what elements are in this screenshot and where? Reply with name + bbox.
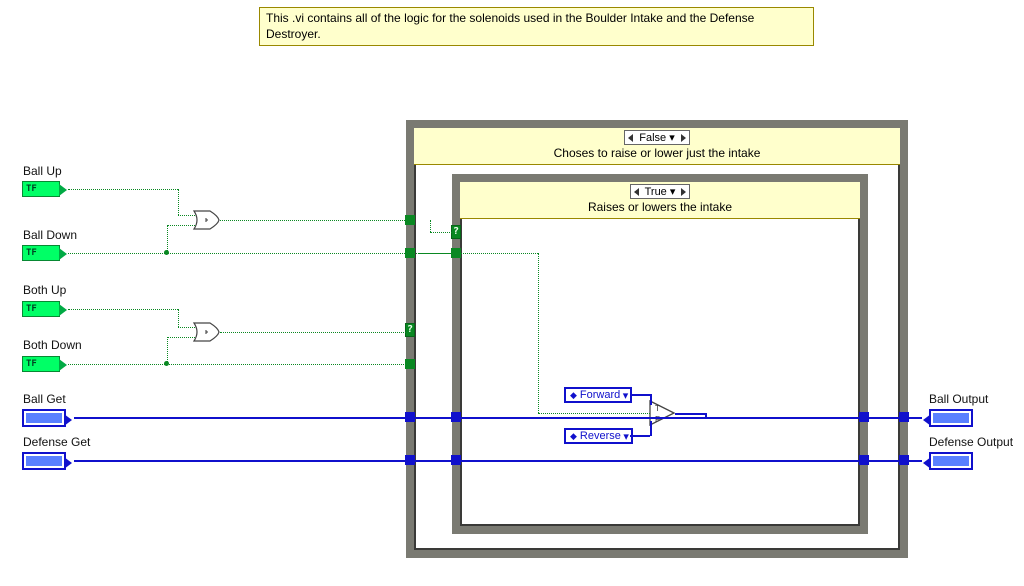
inner-case-header: True ▾ Raises or lowers the intake — [460, 182, 860, 219]
wire-select-out-v — [705, 413, 707, 418]
wire-ball-down-inner — [418, 253, 538, 254]
forward-enum-constant[interactable]: Forward — [564, 387, 632, 403]
ball-get-label: Ball Get — [23, 392, 66, 406]
wire-ball-down-to-select-v — [538, 253, 539, 413]
wire-ball-down-to-select-h — [538, 413, 650, 414]
wire-reverse-to-select — [630, 435, 650, 437]
description-text: This .vi contains all of the logic for t… — [266, 11, 754, 41]
wire-or-both-out-h — [220, 332, 406, 333]
ball-down-terminal — [22, 245, 60, 261]
both-down-label: Both Down — [23, 338, 82, 352]
wire-select-out — [675, 413, 705, 415]
outer-case-subtitle: Choses to raise or lower just the intake — [554, 146, 761, 160]
wire-or-ball-out-h — [220, 220, 409, 221]
ball-output-label: Ball Output — [929, 392, 988, 406]
wire-defense-enum — [74, 460, 922, 462]
description-comment: This .vi contains all of the logic for t… — [259, 7, 814, 46]
tunnel-outer-or1 — [405, 215, 415, 225]
tunnel-outer-ball-r — [899, 412, 909, 422]
tunnel-outer-def-l — [405, 455, 415, 465]
ball-get-terminal — [22, 409, 66, 427]
tunnel-inner-bd — [451, 248, 461, 258]
wire-reverse-v — [650, 421, 652, 436]
wire-ball-down-to-case — [167, 253, 459, 254]
wire-ball-up-h2 — [178, 215, 195, 216]
wire-or-ball-inner-h — [430, 232, 452, 233]
wire-both-down-to-case — [167, 364, 408, 365]
wire-ball-up-h — [68, 189, 178, 190]
wire-both-up-v — [178, 309, 179, 327]
defense-get-terminal — [22, 452, 66, 470]
wire-both-down-h — [68, 364, 167, 365]
ball-up-label: Ball Up — [23, 164, 62, 178]
tunnel-inner-ball-l — [451, 412, 461, 422]
defense-get-label: Defense Get — [23, 435, 90, 449]
inner-case-conditional-terminal: ? — [451, 225, 461, 239]
tunnel-outer-def-r — [899, 455, 909, 465]
wire-forward-to-select — [630, 394, 650, 396]
or-gate-both — [192, 322, 220, 342]
tunnel-outer-bd — [405, 248, 415, 258]
wire-both-up-h2 — [178, 327, 195, 328]
select-function: TF — [649, 400, 675, 426]
wire-or-ball-inner-v — [430, 220, 431, 232]
svg-text:T: T — [655, 404, 660, 413]
defense-output-label: Defense Output — [929, 435, 1013, 449]
reverse-enum-constant[interactable]: Reverse — [564, 428, 633, 444]
tunnel-inner-ball-r — [859, 412, 869, 422]
outer-case-conditional-terminal: ? — [405, 323, 415, 337]
wire-ball-down-h2 — [167, 225, 195, 226]
wire-both-down-v — [167, 337, 168, 364]
tunnel-outer-bothdown — [405, 359, 415, 369]
inner-case-selector[interactable]: True ▾ — [630, 184, 691, 199]
wire-ball-down-h — [68, 253, 167, 254]
inner-case-subtitle: Raises or lowers the intake — [588, 200, 732, 214]
inner-case-structure: True ▾ Raises or lowers the intake — [452, 174, 868, 534]
both-up-label: Both Up — [23, 283, 66, 297]
outer-case-selector[interactable]: False ▾ — [624, 130, 689, 145]
tunnel-inner-def-l — [451, 455, 461, 465]
outer-case-header: False ▾ Choses to raise or lower just th… — [414, 128, 900, 165]
wire-both-up-h — [68, 309, 178, 310]
wire-ball-down-v — [167, 225, 168, 253]
ball-up-terminal — [22, 181, 60, 197]
defense-output-terminal — [929, 452, 973, 470]
ball-down-label: Ball Down — [23, 228, 77, 242]
wire-forward-v — [650, 394, 652, 405]
wire-ball-up-v — [178, 189, 179, 215]
ball-output-terminal — [929, 409, 973, 427]
tunnel-inner-def-r — [859, 455, 869, 465]
both-down-terminal — [22, 356, 60, 372]
wire-both-down-h2 — [167, 337, 195, 338]
or-gate-ball — [192, 210, 220, 230]
both-up-terminal — [22, 301, 60, 317]
tunnel-outer-ball-l — [405, 412, 415, 422]
labview-diagram-canvas: This .vi contains all of the logic for t… — [0, 0, 1024, 586]
wire-ball-enum — [74, 417, 922, 419]
